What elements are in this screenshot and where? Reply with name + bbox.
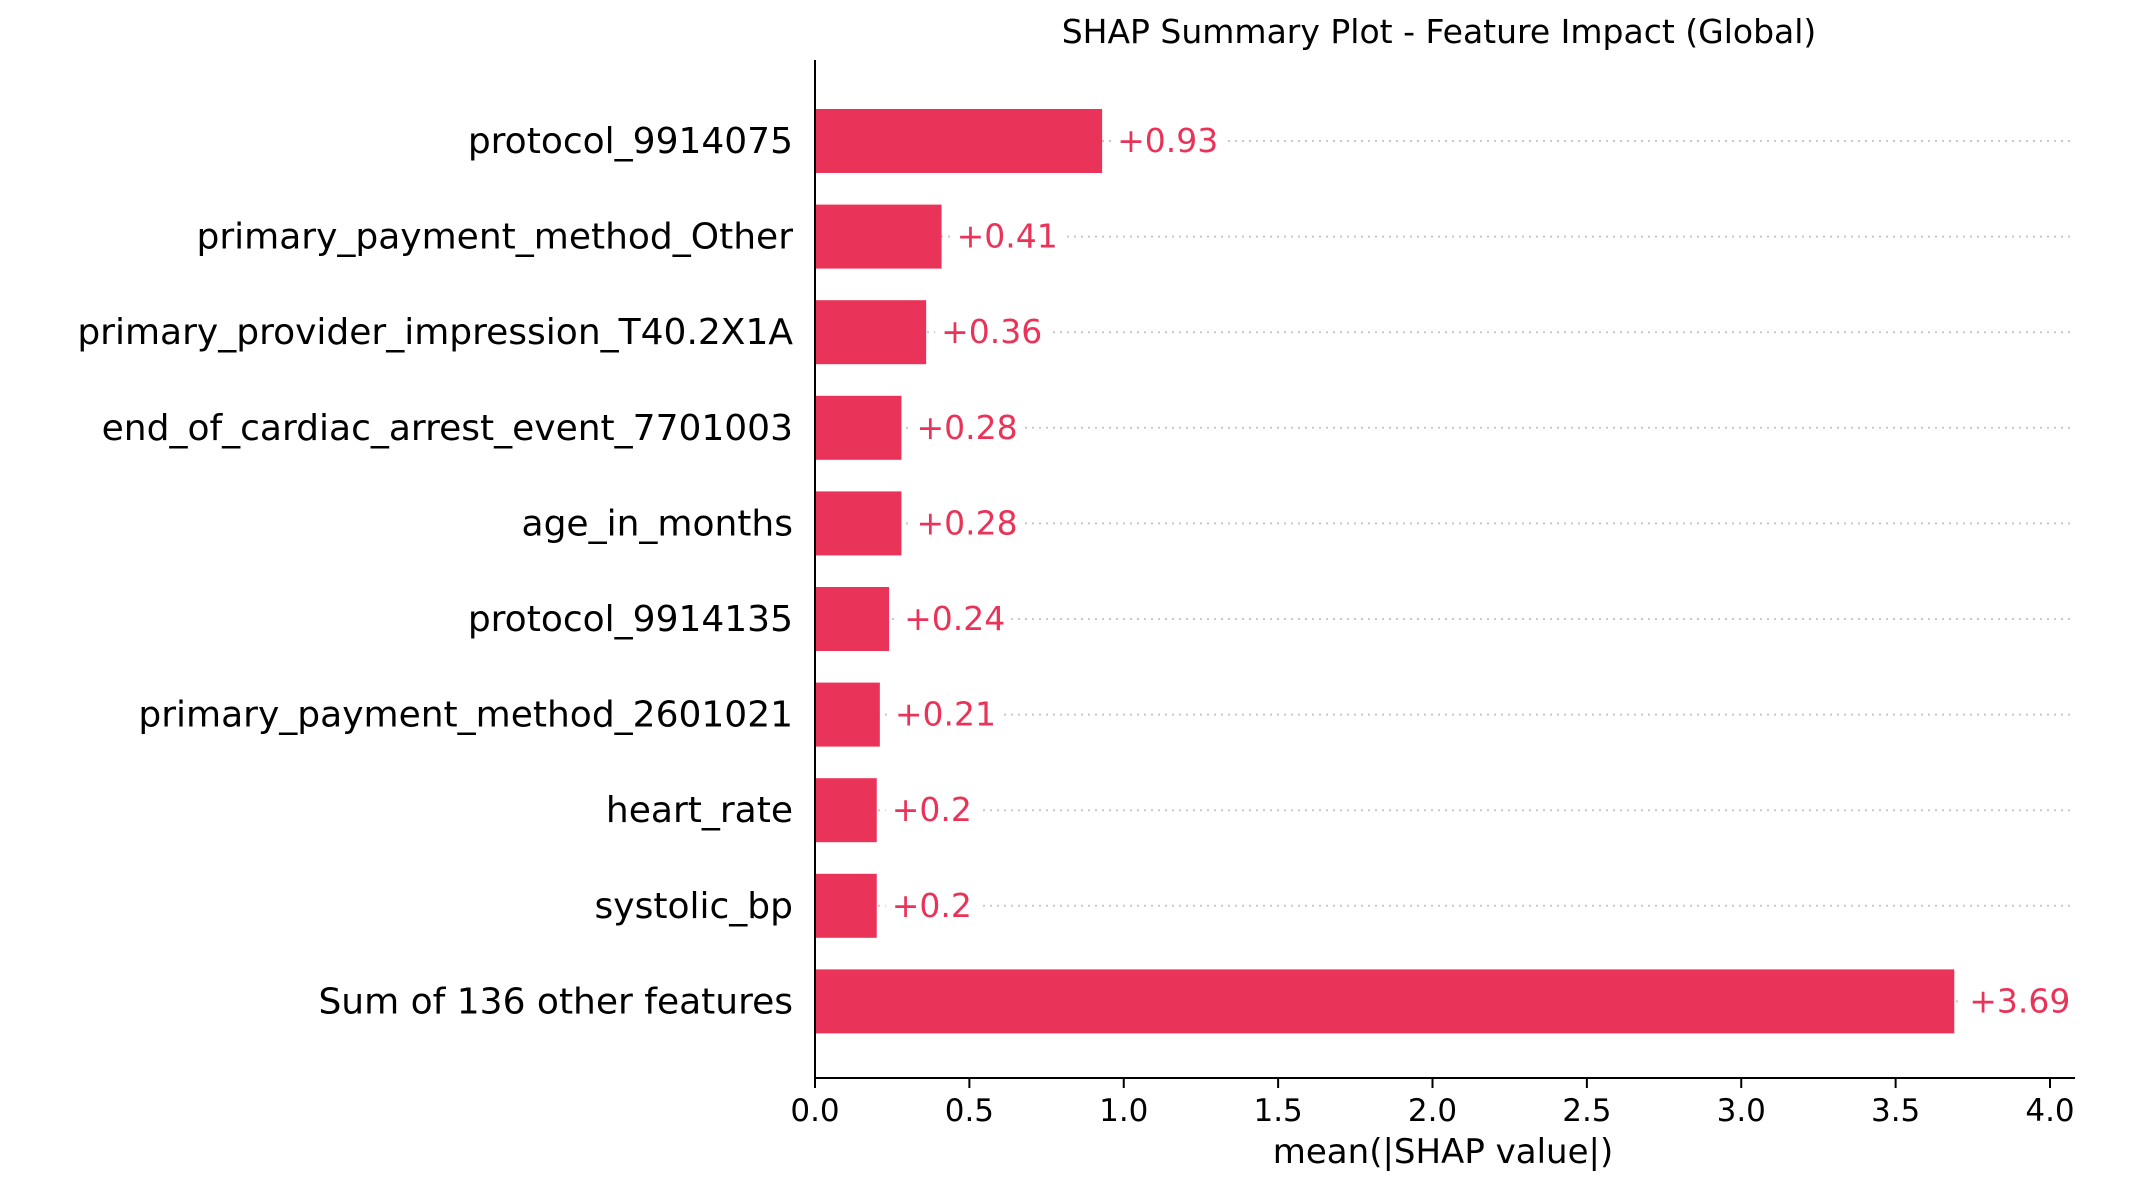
bar [815, 395, 902, 460]
category-label: heart_rate [606, 790, 793, 831]
value-label-bg [910, 503, 1024, 543]
category-label: protocol_9914075 [468, 121, 793, 162]
x-tick-label: 1.5 [1253, 1093, 1302, 1129]
bar [815, 204, 942, 269]
category-label: primary_payment_method_Other [197, 217, 794, 258]
category-label: protocol_9914135 [468, 599, 793, 640]
category-label: systolic_bp [595, 886, 793, 927]
x-tick-label: 3.0 [1717, 1093, 1766, 1129]
x-tick-label: 0.0 [790, 1093, 839, 1129]
category-label: age_in_months [522, 503, 793, 544]
axes-layer [814, 60, 2075, 1079]
bar [815, 682, 880, 747]
bars-layer [815, 109, 1955, 1034]
value-label-bg [885, 790, 978, 830]
bar [815, 969, 1955, 1034]
x-axis-label: mean(|SHAP value|) [1273, 1132, 1613, 1172]
bar [815, 873, 877, 938]
value-label: +3.69 [1969, 981, 2070, 1020]
value-label-bg [935, 312, 1049, 352]
category-labels: protocol_9914075 primary_payment_method_O… [77, 121, 793, 1022]
value-label: +0.21 [895, 695, 996, 734]
value-label: +0.41 [957, 217, 1058, 256]
value-label: +0.2 [892, 886, 972, 925]
bar [815, 300, 927, 365]
value-label-bg [898, 599, 1012, 638]
x-tick-label: 0.5 [945, 1093, 994, 1129]
category-label: primary_provider_impression_T40.2X1A [77, 312, 793, 353]
x-tick-label: 3.5 [1871, 1093, 1920, 1129]
value-label-bg [888, 694, 1002, 734]
value-label: +0.24 [904, 599, 1005, 638]
x-ticks: 0.0 0.5 1.0 1.5 2.0 2.5 3.0 3.5 4.0 [790, 1078, 2075, 1129]
chart-title: SHAP Summary Plot - Feature Impact (Glob… [1062, 12, 1817, 51]
value-label: +0.2 [892, 790, 972, 829]
category-label: primary_payment_method_2601021 [138, 695, 793, 736]
value-label-bg [1963, 981, 2077, 1021]
x-tick-label: 1.0 [1099, 1093, 1148, 1129]
bar [815, 778, 877, 843]
bar [815, 491, 902, 556]
x-tick-label: 4.0 [2025, 1093, 2074, 1129]
category-label: Sum of 136 other features [318, 981, 793, 1022]
value-label-bg [910, 407, 1024, 447]
value-label-bg [885, 885, 978, 925]
value-label-bg [950, 216, 1064, 256]
x-tick-label: 2.0 [1408, 1093, 1457, 1129]
value-labels: +0.93 +0.41 +0.36 +0.28 +0.28 +0.24 +0.21 +0.2 +… [885, 121, 2077, 1021]
value-label: +0.93 [1117, 121, 1218, 160]
value-label: +0.28 [916, 408, 1017, 447]
category-label: end_of_cardiac_arrest_event_7701003 [102, 408, 793, 449]
grid-layer [815, 140, 2075, 1003]
x-tick-label: 2.5 [1562, 1093, 1611, 1129]
value-label-bg [1111, 121, 1225, 160]
bar [815, 587, 890, 651]
value-label: +0.28 [916, 503, 1017, 542]
value-label: +0.36 [941, 312, 1042, 351]
bar [815, 109, 1103, 173]
